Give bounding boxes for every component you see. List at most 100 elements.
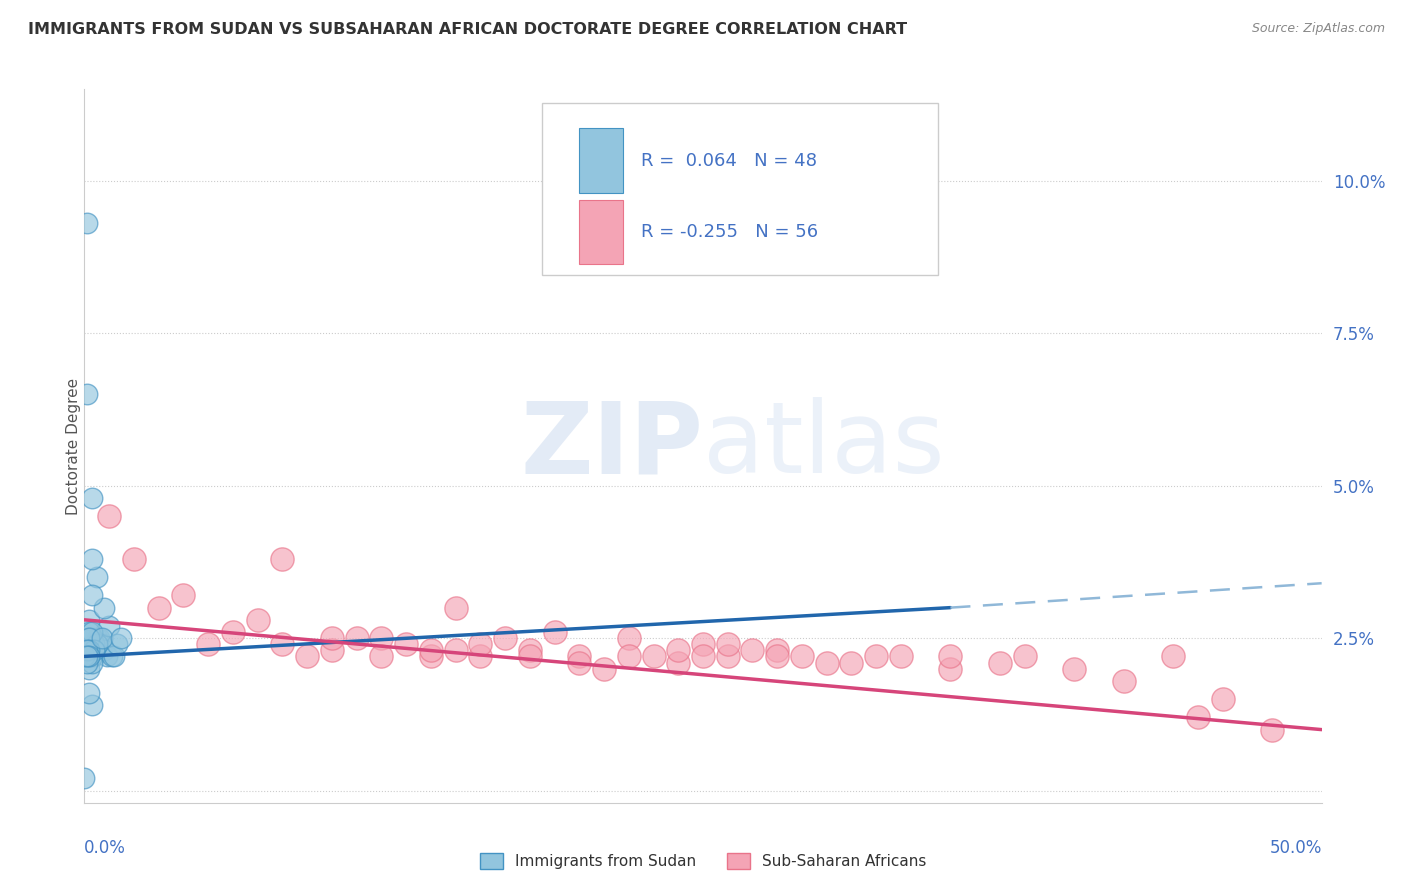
Point [110,631,132,645]
Point [321,631,343,645]
Point [717,637,740,651]
Point [76,649,98,664]
Point [80,551,103,566]
Point [79,631,101,645]
Point [395,637,418,651]
Point [470,649,492,664]
Point [593,662,616,676]
Text: IMMIGRANTS FROM SUDAN VS SUBSAHARAN AFRICAN DOCTORATE DEGREE CORRELATION CHART: IMMIGRANTS FROM SUDAN VS SUBSAHARAN AFRI… [28,22,907,37]
Bar [579,200,623,264]
Point [73,772,96,786]
Point [76,656,98,670]
Point [79,649,101,664]
Point [80,698,103,713]
Point [83,643,105,657]
Point [741,643,763,657]
Text: ZIP: ZIP [520,398,703,494]
Bar [579,128,623,193]
Point [80,631,103,645]
Point [766,643,789,657]
Point [370,649,392,664]
Point [865,649,887,664]
Point [76,387,98,401]
Point [519,643,541,657]
Point [76,216,98,230]
Text: Source: ZipAtlas.com: Source: ZipAtlas.com [1251,22,1385,36]
Point [617,631,640,645]
Point [1161,649,1184,664]
Point [766,649,789,664]
Point [246,613,269,627]
Point [93,643,115,657]
Point [271,551,294,566]
Text: atlas: atlas [703,398,945,494]
Point [98,619,121,633]
Point [76,643,98,657]
Point [568,649,591,664]
Point [321,643,343,657]
Point [939,662,962,676]
Point [815,656,838,670]
Point [83,649,105,664]
Point [1112,673,1135,688]
Point [79,643,101,657]
Point [79,643,101,657]
Point [100,649,122,664]
Point [73,649,96,664]
Point [271,637,294,651]
Text: R =  0.064   N = 48: R = 0.064 N = 48 [641,152,817,169]
Point [543,625,565,640]
Point [519,649,541,664]
Point [419,643,441,657]
Point [79,613,101,627]
Point [692,637,714,651]
Point [83,637,105,651]
Point [90,631,112,645]
Y-axis label: Doctorate Degree: Doctorate Degree [66,377,80,515]
Point [105,637,128,651]
Point [86,637,108,651]
Point [222,625,245,640]
Point [86,631,108,645]
Point [1212,692,1234,706]
Point [666,643,689,657]
Point [346,631,368,645]
Point [197,637,219,651]
Point [444,643,467,657]
Point [76,649,98,664]
Point [617,649,640,664]
Point [80,643,103,657]
Point [83,643,105,657]
Point [370,631,392,645]
Point [1063,662,1085,676]
Point [1261,723,1284,737]
Point [80,589,103,603]
Point [692,649,714,664]
Point [79,686,101,700]
Point [80,649,103,664]
Point [90,637,112,651]
Point [103,649,125,664]
Point [470,637,492,651]
Point [76,649,98,664]
Point [643,649,665,664]
Legend: Immigrants from Sudan, Sub-Saharan Africans: Immigrants from Sudan, Sub-Saharan Afric… [474,847,932,875]
Point [89,631,111,645]
Text: 50.0%: 50.0% [1270,839,1322,857]
Point [148,600,170,615]
Point [98,509,121,524]
Point [80,656,103,670]
Point [79,625,101,640]
Point [841,656,863,670]
FancyBboxPatch shape [543,103,938,275]
Point [939,649,962,664]
Point [172,589,194,603]
Point [666,656,689,670]
Point [1014,649,1036,664]
Point [890,649,912,664]
Point [419,649,441,664]
Point [79,662,101,676]
Text: 0.0%: 0.0% [84,839,127,857]
Text: R = -0.255   N = 56: R = -0.255 N = 56 [641,223,818,241]
Point [80,649,103,664]
